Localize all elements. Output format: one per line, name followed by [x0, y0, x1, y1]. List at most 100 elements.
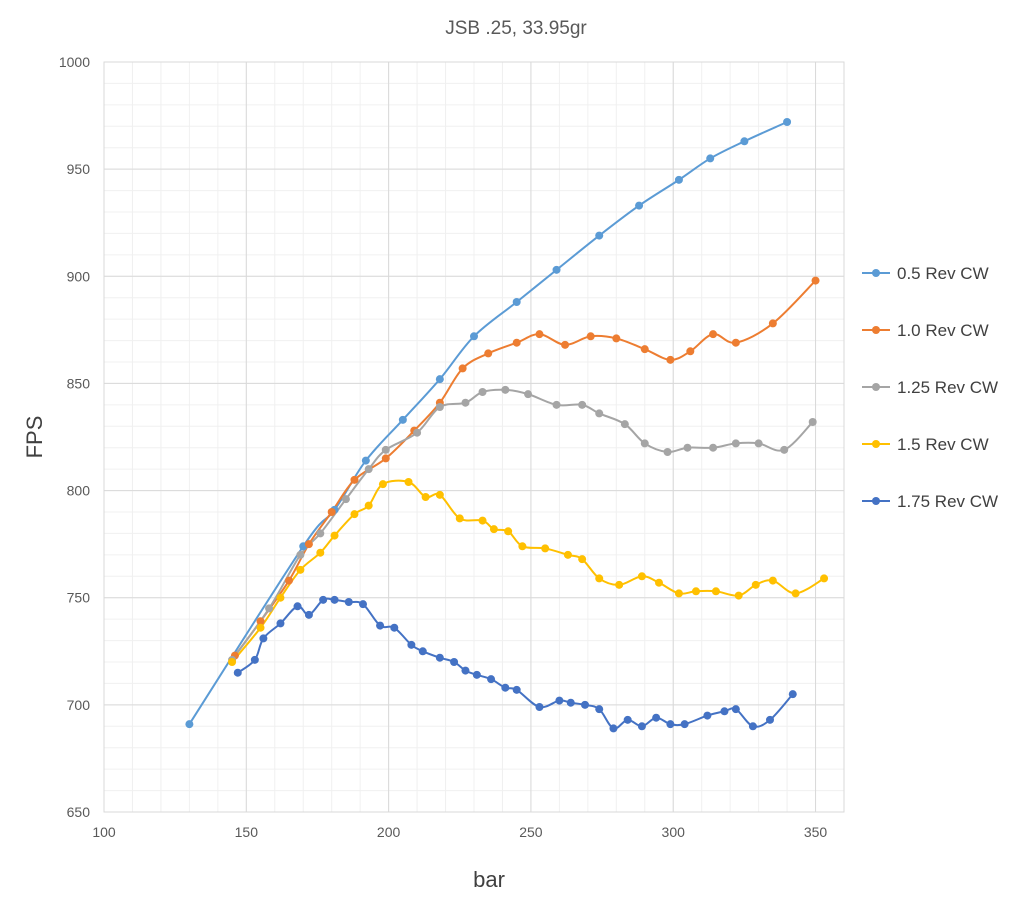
data-point-series-3	[265, 604, 274, 613]
data-point-series-1	[595, 231, 604, 240]
series-lines	[188, 121, 825, 730]
legend-item-2: 1.0 Rev CW	[862, 321, 989, 340]
legend-item-3: 1.25 Rev CW	[862, 378, 998, 397]
y-axis-tick-labels: 650 700 750 800 850 900 950 1000	[59, 54, 90, 820]
data-point-series-5	[652, 713, 661, 722]
data-point-series-3	[552, 400, 561, 409]
data-point-series-4	[692, 587, 700, 596]
data-point-series-5	[609, 724, 618, 733]
data-point-series-5	[788, 690, 797, 699]
data-point-series-2	[535, 330, 544, 339]
data-point-series-2	[512, 338, 521, 347]
data-point-series-3	[578, 400, 587, 409]
data-point-series-5	[623, 715, 632, 724]
data-point-series-4	[563, 550, 572, 559]
data-point-series-5	[276, 619, 285, 628]
y-axis-title: FPS	[22, 416, 47, 459]
data-point-series-4	[711, 587, 720, 596]
minor-gridlines	[103, 61, 845, 813]
data-point-series-4	[478, 516, 487, 525]
y-tick-label: 800	[67, 483, 91, 499]
data-point-series-1	[398, 415, 407, 424]
data-point-series-4	[655, 578, 663, 587]
data-point-series-5	[581, 700, 589, 709]
data-point-series-5	[766, 715, 774, 724]
data-point-series-3	[341, 495, 350, 504]
data-point-series-5	[512, 685, 521, 694]
data-point-series-5	[450, 658, 459, 666]
data-point-series-5	[319, 595, 328, 604]
series-points	[185, 118, 829, 733]
legend-swatch-marker	[872, 383, 880, 391]
data-point-series-2	[350, 475, 359, 484]
data-point-series-3	[780, 445, 789, 454]
data-point-series-5	[566, 698, 575, 707]
legend-item-5: 1.75 Rev CW	[862, 492, 998, 511]
data-point-series-5	[418, 647, 427, 656]
data-point-series-5	[390, 623, 399, 632]
data-point-series-1	[470, 332, 478, 341]
data-point-series-1	[635, 201, 644, 210]
y-tick-label: 900	[67, 268, 91, 284]
data-point-series-3	[364, 465, 373, 474]
data-point-series-4	[378, 480, 387, 489]
legend: 0.5 Rev CW 1.0 Rev CW 1.25 Rev CW 1.5 Rev C…	[862, 264, 998, 511]
data-point-series-4	[350, 510, 359, 519]
data-point-series-1	[361, 456, 370, 465]
data-point-series-5	[376, 621, 385, 630]
data-point-series-4	[228, 658, 237, 666]
data-point-series-2	[666, 355, 675, 364]
data-point-series-4	[256, 623, 265, 632]
data-point-series-1	[185, 720, 194, 729]
legend-item-1: 0.5 Rev CW	[862, 264, 989, 283]
data-point-series-3	[808, 418, 817, 426]
series-line-4	[231, 479, 825, 663]
data-point-series-4	[489, 525, 498, 534]
data-point-series-5	[330, 595, 339, 604]
data-point-series-4	[751, 580, 760, 589]
data-point-series-2	[381, 454, 390, 463]
data-point-series-4	[595, 574, 604, 583]
x-tick-label: 150	[235, 824, 259, 840]
data-point-series-1	[512, 298, 521, 306]
data-point-series-5	[259, 634, 268, 643]
data-point-series-2	[256, 617, 265, 626]
data-point-series-2	[709, 330, 718, 339]
legend-item-4: 1.5 Rev CW	[862, 435, 989, 454]
data-point-series-4	[316, 548, 325, 557]
data-point-series-4	[674, 589, 683, 598]
data-point-series-3	[709, 443, 718, 452]
data-point-series-5	[501, 683, 510, 692]
data-point-series-4	[734, 591, 743, 600]
data-point-series-2	[768, 319, 777, 328]
y-tick-label: 950	[67, 161, 91, 177]
data-point-series-1	[435, 375, 444, 384]
series-line-5	[237, 597, 794, 730]
data-point-series-4	[637, 572, 646, 581]
data-point-series-2	[327, 508, 336, 516]
data-point-series-1	[740, 137, 749, 146]
data-point-series-4	[435, 490, 444, 499]
data-point-series-2	[811, 276, 820, 285]
x-tick-label: 250	[519, 824, 543, 840]
data-point-series-5	[233, 668, 242, 677]
data-point-series-3	[595, 409, 604, 418]
data-point-series-3	[316, 529, 325, 538]
data-point-series-2	[586, 332, 595, 341]
y-tick-label: 700	[67, 697, 91, 713]
data-point-series-2	[304, 540, 313, 549]
y-tick-label: 850	[67, 375, 91, 391]
legend-swatch-marker	[872, 440, 880, 448]
x-tick-label: 200	[377, 824, 401, 840]
data-point-series-5	[666, 720, 675, 729]
data-point-series-4	[404, 478, 413, 486]
legend-swatch-marker	[872, 326, 880, 334]
data-point-series-2	[731, 338, 740, 347]
data-point-series-1	[706, 154, 715, 163]
data-point-series-5	[555, 696, 564, 705]
data-point-series-5	[748, 722, 757, 731]
data-point-series-3	[640, 439, 649, 448]
data-point-series-3	[501, 385, 510, 394]
data-point-series-1	[674, 175, 683, 184]
